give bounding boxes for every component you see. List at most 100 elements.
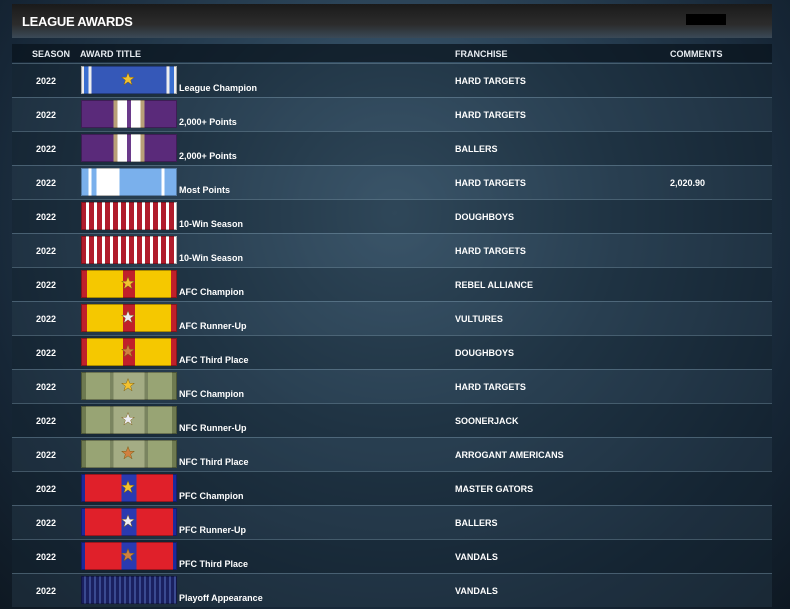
season-cell: 2022 (36, 382, 57, 392)
award-ribbon (81, 100, 177, 128)
season-cell: 2022 (36, 586, 57, 596)
table-row: 2022 AFC Third Place DOUGHBOYS (12, 335, 772, 369)
award-title-cell: 2,000+ Points (179, 151, 237, 161)
award-ribbon (81, 304, 177, 332)
table-row: 2022 NFC Third Place ARROGANT AMERICANS (12, 437, 772, 471)
page-title: LEAGUE AWARDS (22, 14, 133, 29)
franchise-cell: BALLERS (455, 518, 498, 528)
franchise-cell: DOUGHBOYS (455, 348, 515, 358)
season-cell: 2022 (36, 144, 57, 154)
ribbon-star (121, 344, 135, 358)
franchise-cell: BALLERS (455, 144, 498, 154)
table-row: 2022 League Champion HARD TARGETS (12, 63, 772, 97)
award-title-cell: PFC Runner-Up (179, 525, 246, 535)
award-ribbon (81, 406, 177, 434)
column-header: FRANCHISE (455, 49, 508, 59)
franchise-cell: HARD TARGETS (455, 382, 526, 392)
award-ribbon (81, 440, 177, 468)
award-title-cell: 2,000+ Points (179, 117, 237, 127)
franchise-cell: VULTURES (455, 314, 503, 324)
award-title-cell: NFC Champion (179, 389, 244, 399)
season-cell: 2022 (36, 76, 57, 86)
ribbon-star (121, 72, 135, 86)
season-cell: 2022 (36, 212, 57, 222)
table-row: 2022 PFC Runner-Up BALLERS (12, 505, 772, 539)
award-title-cell: Playoff Appearance (179, 593, 263, 603)
ribbon-star (121, 310, 135, 324)
franchise-cell: SOONERJACK (455, 416, 519, 426)
table-row: 2022 10-Win Season HARD TARGETS (12, 233, 772, 267)
franchise-cell: VANDALS (455, 552, 498, 562)
ribbon-star (121, 446, 135, 460)
table-row: 2022 NFC Champion HARD TARGETS (12, 369, 772, 403)
award-ribbon (81, 508, 177, 536)
award-title-cell: League Champion (179, 83, 258, 93)
season-cell: 2022 (36, 348, 57, 358)
award-title-cell: AFC Runner-Up (179, 321, 247, 331)
award-ribbon (81, 474, 177, 502)
award-ribbon (81, 542, 177, 570)
season-cell: 2022 (36, 416, 57, 426)
franchise-cell: REBEL ALLIANCE (455, 280, 534, 290)
table-row: 2022 Most Points HARD TARGETS 2,020.90 (12, 165, 772, 199)
award-ribbon (81, 202, 177, 230)
award-ribbon (81, 338, 177, 366)
ribbon-star (121, 514, 135, 528)
table-row: 2022 PFC Third Place VANDALS (12, 539, 772, 573)
table-row: 2022 10-Win Season DOUGHBOYS (12, 199, 772, 233)
season-cell: 2022 (36, 178, 57, 188)
award-ribbon (81, 576, 177, 604)
season-cell: 2022 (36, 314, 57, 324)
franchise-cell: VANDALS (455, 586, 498, 596)
award-title-cell: AFC Third Place (179, 355, 249, 365)
award-title-cell: NFC Runner-Up (179, 423, 247, 433)
award-title-cell: PFC Third Place (179, 559, 249, 569)
column-header: COMMENTS (670, 49, 723, 59)
award-title-cell: 10-Win Season (179, 219, 243, 229)
franchise-cell: MASTER GATORS (455, 484, 534, 494)
ribbon-star (121, 480, 135, 494)
table-row: 2022 2,000+ Points BALLERS (12, 131, 772, 165)
ribbon-star (121, 378, 135, 392)
season-cell: 2022 (36, 552, 57, 562)
ribbon-star (121, 412, 135, 426)
award-ribbon (81, 168, 177, 196)
franchise-cell: ARROGANT AMERICANS (455, 450, 564, 460)
season-cell: 2022 (36, 518, 57, 528)
ribbon-star (121, 276, 135, 290)
award-ribbon (81, 66, 177, 94)
award-title-cell: Most Points (179, 185, 230, 195)
season-cell: 2022 (36, 246, 57, 256)
franchise-cell: HARD TARGETS (455, 110, 526, 120)
award-title-cell: PFC Champion (179, 491, 244, 501)
award-title-cell: AFC Champion (179, 287, 244, 297)
award-ribbon (81, 134, 177, 162)
table-row: 2022 NFC Runner-Up SOONERJACK (12, 403, 772, 437)
ribbon-star (121, 548, 135, 562)
table-row: 2022 AFC Champion REBEL ALLIANCE (12, 267, 772, 301)
award-ribbon (81, 372, 177, 400)
title-bar: LEAGUE AWARDS (12, 4, 772, 38)
comment-cell: 2,020.90 (670, 178, 706, 188)
award-ribbon (81, 270, 177, 298)
award-title-cell: NFC Third Place (179, 457, 249, 467)
season-cell: 2022 (36, 280, 57, 290)
redacted-box (686, 14, 726, 25)
franchise-cell: HARD TARGETS (455, 246, 526, 256)
column-header: AWARD TITLE (80, 49, 141, 59)
table-row: 2022 AFC Runner-Up VULTURES (12, 301, 772, 335)
franchise-cell: HARD TARGETS (455, 76, 526, 86)
award-title-cell: 10-Win Season (179, 253, 243, 263)
season-cell: 2022 (36, 450, 57, 460)
season-cell: 2022 (36, 110, 57, 120)
table-row: 2022 PFC Champion MASTER GATORS (12, 471, 772, 505)
franchise-cell: HARD TARGETS (455, 178, 526, 188)
season-cell: 2022 (36, 484, 57, 494)
award-ribbon (81, 236, 177, 264)
table-header: SEASON AWARD TITLE FRANCHISE COMMENTS (12, 44, 772, 62)
franchise-cell: DOUGHBOYS (455, 212, 515, 222)
table-row: 2022 Playoff Appearance VANDALS (12, 573, 772, 607)
column-header: SEASON (32, 49, 71, 59)
